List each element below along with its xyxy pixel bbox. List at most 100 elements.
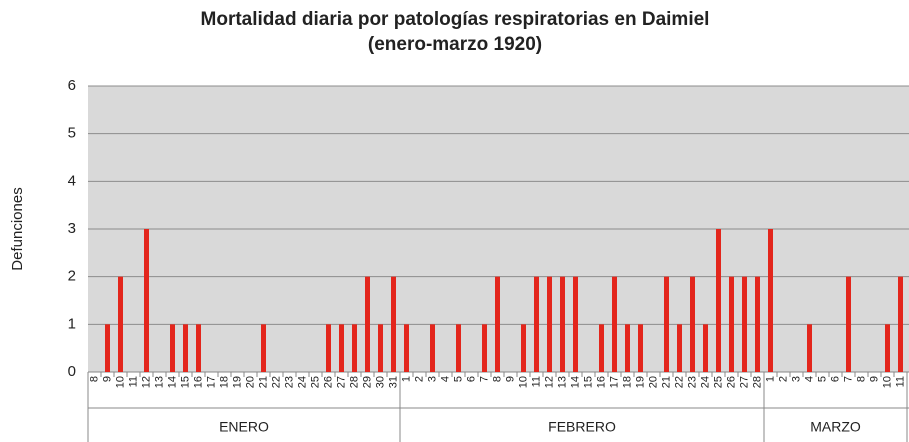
y-tick-label: 3	[68, 220, 76, 237]
x-tick-label: 2	[413, 376, 425, 382]
bar	[612, 276, 617, 372]
bar	[677, 324, 682, 372]
x-tick-label: 29	[361, 376, 373, 388]
bar	[716, 229, 721, 372]
x-tick-label: 14	[166, 376, 178, 388]
bar	[118, 276, 123, 372]
x-tick-label: 5	[816, 376, 828, 382]
x-tick-label: 28	[751, 376, 763, 388]
x-tick-label: 8	[855, 376, 867, 382]
x-tick-label: 17	[205, 376, 217, 388]
x-tick-label: 15	[582, 376, 594, 388]
bar	[560, 276, 565, 372]
bar	[391, 276, 396, 372]
x-tick-label: 18	[621, 376, 633, 388]
bar	[664, 276, 669, 372]
x-tick-label: 11	[894, 376, 906, 387]
x-tick-label: 8	[88, 376, 100, 382]
bar	[339, 324, 344, 372]
bar	[482, 324, 487, 372]
bar	[378, 324, 383, 372]
bar	[352, 324, 357, 372]
x-tick-label: 19	[231, 376, 243, 388]
group-label: FEBRERO	[548, 419, 616, 435]
bar	[365, 276, 370, 372]
bar	[521, 324, 526, 372]
bar	[573, 276, 578, 372]
bar	[742, 276, 747, 372]
group-label: ENERO	[219, 419, 269, 435]
bar	[261, 324, 266, 372]
x-tick-label: 18	[218, 376, 230, 388]
x-tick-label: 21	[257, 376, 269, 388]
x-tick-label: 9	[504, 376, 516, 382]
x-tick-label: 10	[881, 376, 893, 388]
x-tick-label: 23	[686, 376, 698, 388]
bar	[430, 324, 435, 372]
x-tick-label: 13	[153, 376, 165, 388]
x-tick-label: 10	[517, 376, 529, 388]
y-tick-label: 5	[68, 125, 76, 142]
x-tick-label: 30	[374, 376, 386, 388]
bar	[755, 276, 760, 372]
x-tick-label: 26	[322, 376, 334, 388]
y-tick-label: 2	[68, 268, 76, 285]
x-tick-label: 23	[283, 376, 295, 388]
x-tick-label: 31	[387, 376, 399, 388]
bar	[456, 324, 461, 372]
x-tick-label: 12	[543, 376, 555, 388]
x-tick-label: 21	[660, 376, 672, 388]
x-tick-label: 27	[335, 376, 347, 388]
bar	[547, 276, 552, 372]
bar	[729, 276, 734, 372]
x-tick-label: 9	[868, 376, 880, 382]
x-tick-label: 6	[465, 376, 477, 382]
bar	[144, 229, 149, 372]
x-tick-label: 9	[101, 376, 113, 382]
y-tick-label: 1	[68, 315, 76, 332]
x-tick-label: 5	[452, 376, 464, 382]
x-tick-label: 25	[309, 376, 321, 388]
bar	[885, 324, 890, 372]
x-tick-label: 13	[556, 376, 568, 388]
x-tick-label: 11	[530, 376, 542, 387]
x-tick-label: 20	[244, 376, 256, 388]
bar	[495, 276, 500, 372]
x-tick-label: 7	[842, 376, 854, 382]
chart-subtitle: (enero-marzo 1920)	[368, 34, 542, 55]
x-tick-label: 6	[829, 376, 841, 382]
y-tick-label: 0	[68, 363, 76, 380]
x-tick-label: 14	[569, 376, 581, 388]
bar	[898, 276, 903, 372]
x-tick-label: 7	[478, 376, 490, 382]
x-tick-label: 10	[114, 376, 126, 388]
bar	[534, 276, 539, 372]
x-tick-label: 3	[790, 376, 802, 382]
bar	[846, 276, 851, 372]
bar	[703, 324, 708, 372]
group-label: MARZO	[810, 419, 861, 435]
x-tick-label: 22	[270, 376, 282, 388]
x-tick-label: 3	[426, 376, 438, 382]
bar	[599, 324, 604, 372]
x-tick-label: 16	[192, 376, 204, 388]
x-tick-label: 24	[296, 376, 308, 388]
bar	[404, 324, 409, 372]
bar	[170, 324, 175, 372]
x-tick-label: 15	[179, 376, 191, 388]
y-tick-label: 4	[68, 172, 76, 189]
y-axis-label: Defunciones	[9, 187, 26, 270]
x-tick-label: 27	[738, 376, 750, 388]
bar	[807, 324, 812, 372]
y-tick-label: 6	[68, 77, 76, 94]
bar	[196, 324, 201, 372]
bar	[768, 229, 773, 372]
bar	[625, 324, 630, 372]
x-tick-label: 4	[803, 376, 815, 382]
bar	[105, 324, 110, 372]
bar	[690, 276, 695, 372]
x-tick-label: 22	[673, 376, 685, 388]
bar	[326, 324, 331, 372]
x-tick-label: 1	[400, 376, 412, 382]
